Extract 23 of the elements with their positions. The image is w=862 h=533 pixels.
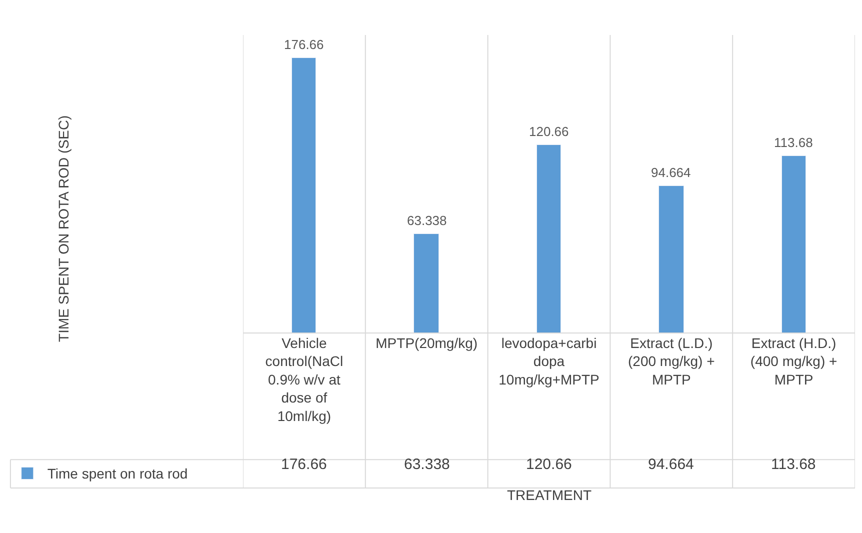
- x-axis-title: TREATMENT: [507, 487, 592, 503]
- x-tick-label: Extract (L.D.) (200 mg/kg) + MPTP: [628, 335, 715, 388]
- text: 113.68: [774, 135, 813, 150]
- x-tick-label: Extract (H.D.) (400 mg/kg) + MPTP: [750, 335, 838, 388]
- text: 176.66: [284, 37, 324, 52]
- text: TIME SPENT ON ROTA ROD (SEC): [56, 115, 72, 342]
- text: 94.664: [651, 165, 691, 180]
- text: 63.338: [407, 213, 447, 228]
- x-tick-label: MPTP(20mg/kg): [376, 335, 478, 351]
- data-label: 120.66: [526, 456, 572, 473]
- bar: [536, 144, 561, 333]
- bar: [414, 234, 439, 333]
- data-label: 176.66: [281, 456, 327, 473]
- bar: [658, 186, 684, 333]
- bar: [292, 58, 316, 333]
- x-tick-label: Vehicle control(NaCl 0.9% w/v at dose of 10ml/kg): [265, 335, 344, 424]
- legend-label: Time spent on rota rod: [47, 466, 188, 482]
- bar: [782, 156, 806, 333]
- data-label: 63.338: [404, 456, 450, 473]
- data-label: 113.68: [771, 456, 816, 473]
- data-label: 94.664: [648, 456, 694, 473]
- text: 120.66: [529, 124, 569, 139]
- x-tick-label: levodopa+carbidopa 10mg/kg+MPTP: [498, 335, 600, 388]
